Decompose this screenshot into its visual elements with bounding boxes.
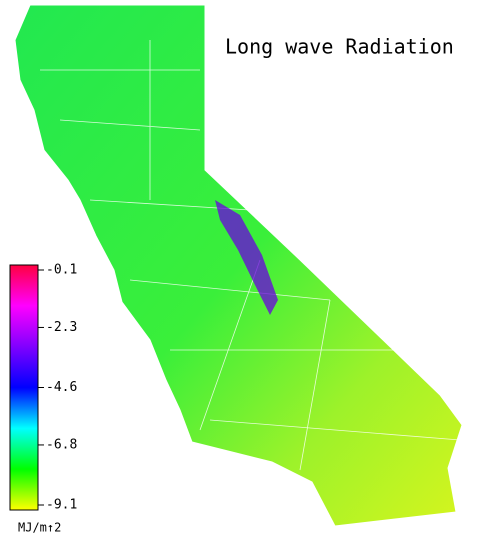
colorbar-tick-label: -4.6 <box>46 380 77 395</box>
colorbar-tick-label: -2.3 <box>46 320 77 335</box>
colorbar-ticks: -0.1 -2.3 -4.6 -6.8 -9.1 <box>38 263 77 513</box>
map-title: Long wave Radiation <box>225 35 454 59</box>
colorbar-tick-label: -6.8 <box>46 437 77 452</box>
colorbar <box>9 264 39 511</box>
county-lines <box>40 40 461 471</box>
california <box>14 4 463 527</box>
colorbar-tick-label: -9.1 <box>46 498 77 513</box>
colorbar-tick-label: -0.1 <box>46 263 77 278</box>
colorbar-unit: MJ/m↑2 <box>18 521 61 535</box>
sierra-high <box>215 200 278 315</box>
